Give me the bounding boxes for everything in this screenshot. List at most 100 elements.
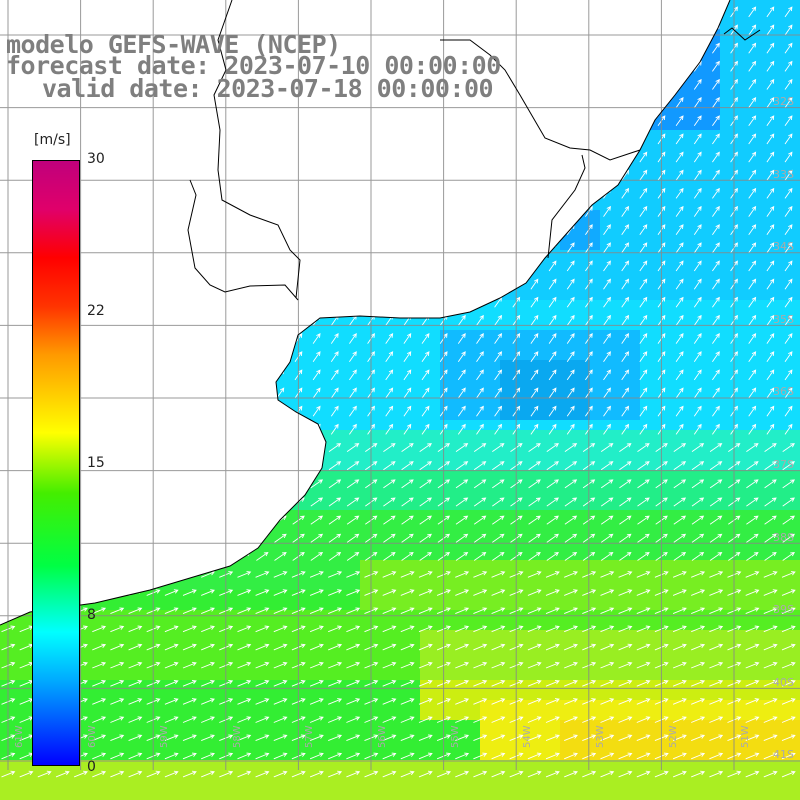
wind-arrow	[273, 734, 288, 742]
wind-arrow	[167, 423, 176, 435]
wind-arrow	[457, 405, 466, 417]
wind-arrow	[131, 278, 140, 290]
wind-arrow	[637, 479, 650, 489]
wind-arrow	[712, 169, 720, 181]
wind-arrow	[310, 479, 324, 489]
wind-arrow	[639, 97, 648, 108]
wind-arrow	[693, 351, 702, 363]
wind-arrow	[1, 770, 16, 778]
wind-arrow	[527, 643, 542, 651]
wind-arrow	[691, 680, 706, 687]
wind-arrow	[491, 734, 506, 742]
wind-arrow	[165, 479, 178, 489]
wind-arrow	[403, 296, 412, 308]
wind-arrow	[564, 443, 578, 452]
wind-arrow	[784, 205, 793, 217]
wind-arrow	[621, 78, 630, 90]
wind-arrow	[201, 607, 215, 615]
wind-arrow	[382, 698, 397, 705]
wind-arrow	[619, 551, 632, 561]
lon-label: 56W	[377, 725, 388, 748]
wind-arrow	[530, 387, 539, 399]
wind-arrow	[748, 369, 757, 381]
wind-arrow	[20, 461, 33, 471]
forecast-date: forecast date: 2023-07-10 00:00:00	[6, 51, 501, 80]
wind-arrow	[309, 589, 324, 596]
wind-arrow	[185, 296, 194, 308]
wind-arrow	[328, 716, 343, 723]
wind-arrow	[709, 589, 724, 596]
wind-arrow	[530, 6, 539, 18]
wind-arrow	[258, 205, 267, 217]
wind-arrow	[473, 461, 487, 471]
wind-arrow	[784, 187, 793, 199]
wind-arrow	[183, 443, 196, 452]
wind-arrow	[276, 278, 285, 290]
wind-arrow	[237, 461, 251, 471]
wind-arrow	[309, 607, 324, 615]
wind-arrow	[203, 205, 212, 217]
colorbar-tick: 22	[87, 303, 105, 319]
wind-arrow	[494, 333, 503, 344]
wind-arrow	[22, 387, 31, 399]
wind-arrow	[748, 133, 757, 145]
wind-arrow	[312, 405, 321, 417]
wind-arrow	[621, 97, 630, 108]
wind-arrow	[457, 314, 466, 326]
wind-arrow	[494, 351, 503, 363]
wind-arrow	[128, 752, 143, 760]
wind-arrow	[494, 314, 503, 326]
wind-arrow	[621, 296, 630, 308]
wind-arrow	[748, 333, 757, 344]
wind-arrow	[782, 497, 795, 507]
wind-arrow	[618, 643, 633, 651]
wind-arrow	[712, 314, 720, 326]
wind-arrow	[421, 296, 430, 308]
wind-arrow	[473, 479, 487, 489]
wind-arrow	[131, 169, 140, 181]
wind-arrow	[600, 643, 615, 651]
wind-arrow	[185, 6, 194, 18]
wind-arrow	[672, 607, 687, 615]
wind-arrow	[618, 752, 633, 760]
wind-arrow	[545, 752, 560, 760]
wind-arrow	[600, 680, 615, 687]
wind-arrow	[165, 461, 178, 471]
wind-arrow	[600, 497, 614, 507]
wind-arrow	[693, 78, 702, 90]
wind-arrow	[748, 78, 757, 90]
wind-arrow	[603, 423, 611, 435]
wind-arrow	[94, 224, 103, 235]
wind-arrow	[766, 97, 775, 108]
wind-arrow	[530, 369, 539, 381]
wind-arrow	[784, 151, 793, 163]
wind-arrow	[364, 770, 379, 778]
wind-arrow	[276, 133, 285, 145]
river-border	[187, 0, 761, 301]
wind-arrow	[22, 351, 31, 363]
wind-arrow	[330, 133, 339, 145]
wind-arrow	[691, 443, 705, 452]
wind-arrow	[164, 752, 179, 760]
wind-arrow	[92, 734, 107, 742]
wind-arrow	[639, 205, 648, 217]
wind-arrow	[748, 24, 757, 36]
wind-arrow	[603, 6, 611, 18]
wind-arrow	[349, 187, 357, 199]
wind-arrow	[675, 260, 684, 272]
wind-arrow	[346, 716, 361, 723]
wind-arrow	[745, 752, 760, 760]
wind-arrow	[746, 497, 759, 507]
wind-arrow	[110, 443, 124, 452]
wind-arrow	[165, 551, 178, 561]
wind-arrow	[92, 716, 107, 723]
wind-arrow	[784, 260, 793, 272]
wind-arrow	[385, 24, 394, 36]
wind-arrow	[746, 461, 759, 471]
wind-arrow	[309, 571, 324, 578]
wind-arrow	[619, 533, 632, 543]
wind-arrow	[781, 716, 796, 723]
wind-arrow	[403, 24, 412, 36]
wind-arrow	[128, 716, 143, 723]
